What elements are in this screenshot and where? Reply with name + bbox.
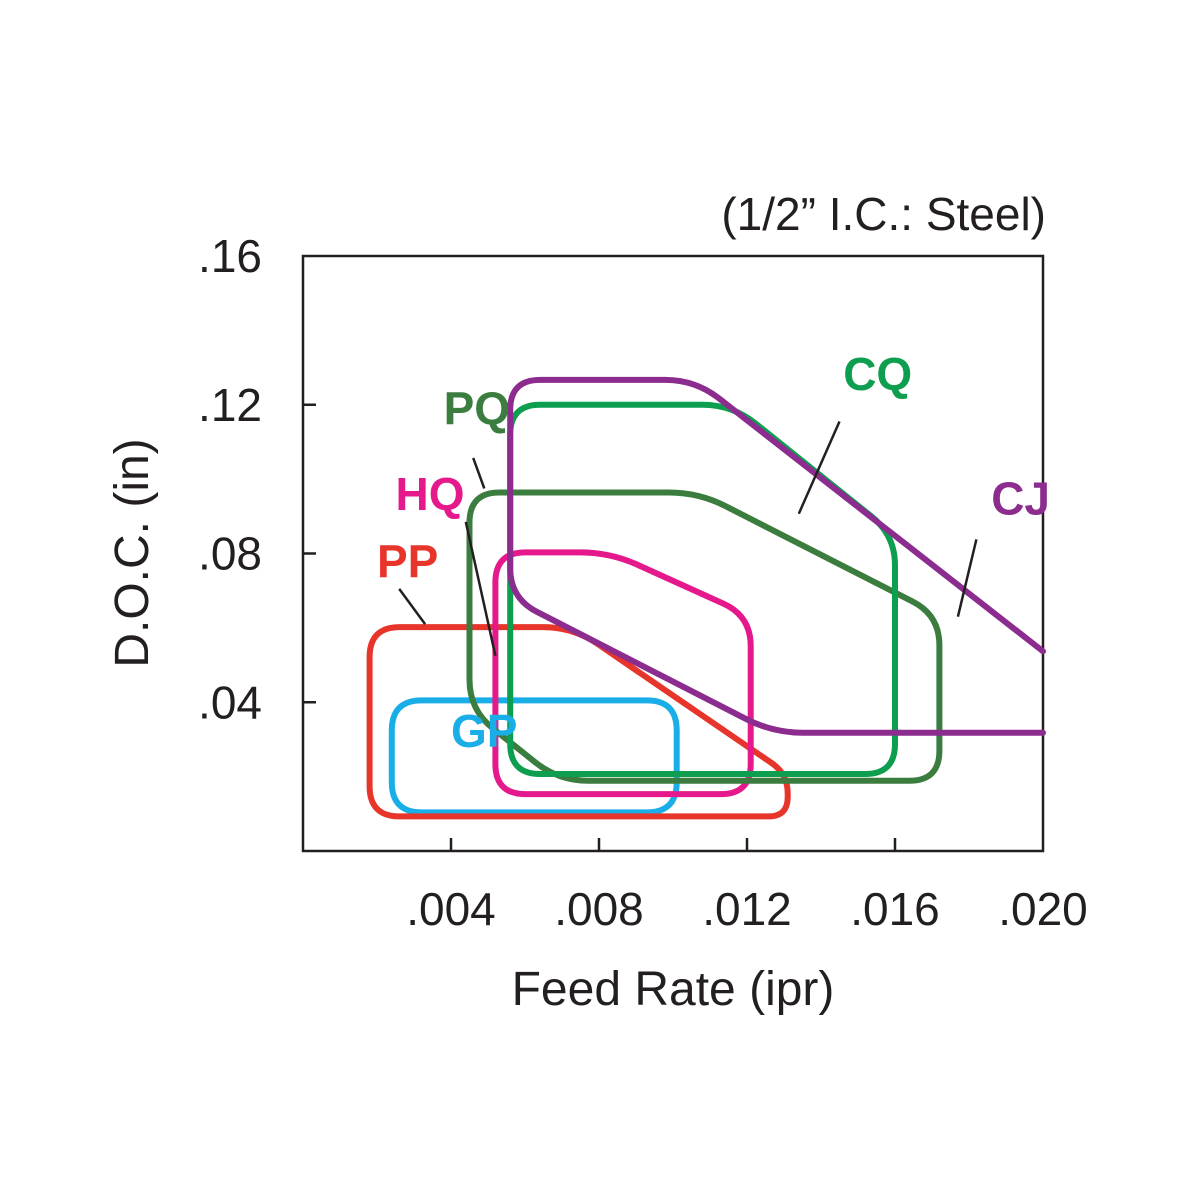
label-leader-lines (398, 420, 978, 657)
region-pq (466, 489, 943, 784)
leader-hq (464, 521, 497, 657)
y-tick-label: .08 (198, 528, 262, 580)
label-cq: CQ (843, 348, 912, 400)
x-tick-label: .004 (406, 883, 496, 935)
label-cj: CJ (991, 472, 1050, 524)
chart-subtitle: (1/2” I.C.: Steel) (721, 188, 1046, 240)
region-hq (492, 549, 754, 798)
region-labels: GP PP HQ PQ CQ CJ (377, 348, 1050, 757)
x-tick-label: .008 (554, 883, 644, 935)
operating-regions (366, 376, 1046, 820)
y-tick-label: .04 (198, 676, 262, 728)
y-axis-ticks: .04 .08 .12 .16 (198, 230, 316, 728)
x-tick-label: .012 (702, 883, 792, 935)
y-tick-label: .12 (198, 379, 262, 431)
leader-pp (398, 588, 427, 625)
label-hq: HQ (396, 468, 465, 520)
region-pp (366, 624, 791, 820)
y-axis-title: D.O.C. (in) (106, 438, 159, 667)
label-pq: PQ (444, 382, 510, 434)
label-pp: PP (377, 536, 438, 588)
x-axis-ticks: .004 .008 .012 .016 .020 (406, 838, 1088, 935)
x-axis-title: Feed Rate (ipr) (512, 963, 835, 1016)
region-gp (388, 697, 680, 816)
leader-pq (472, 457, 486, 489)
x-tick-label: .020 (998, 883, 1088, 935)
label-gp: GP (451, 705, 517, 757)
leader-cj (956, 539, 978, 618)
region-cj (507, 376, 1046, 736)
x-tick-label: .016 (850, 883, 940, 935)
y-tick-label: .16 (198, 230, 262, 282)
leader-cq (797, 420, 841, 515)
